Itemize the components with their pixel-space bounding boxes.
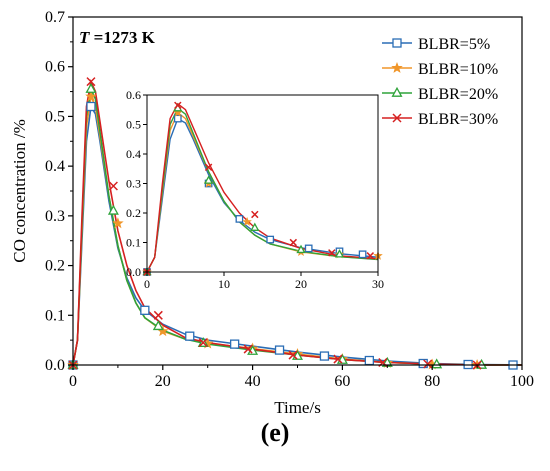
inset-y-tick-label: 0.3 xyxy=(126,177,141,191)
inset-series-4-point-6 xyxy=(328,249,336,257)
panel-label: (e) xyxy=(0,418,550,448)
inset-plot-area: 0 10 20 30 0.0 0.1 0.2 0.3 0.4 0.5 0.6 xyxy=(126,88,384,291)
legend-label: BLBR=20% xyxy=(418,86,498,103)
series-3-point-10 xyxy=(431,358,443,369)
inset-series-1-point-4 xyxy=(235,215,244,223)
y-tick-label: 0.5 xyxy=(45,108,65,125)
temperature-symbol: T xyxy=(79,28,90,47)
inset-series-4-point-4 xyxy=(251,210,259,219)
series-4-point-4 xyxy=(153,310,163,320)
inset-series-4-point-3 xyxy=(204,163,213,172)
inset-y-tick-label: 0.1 xyxy=(126,236,141,250)
series-1-point-7 xyxy=(319,351,330,361)
legend: BLBR=5% BLBR=10% BLBR=20% BLBR=30% xyxy=(382,36,498,128)
series-3-point-4 xyxy=(152,320,164,331)
y-tick-label: 0.2 xyxy=(45,258,65,275)
inset-series-1-point-6 xyxy=(304,244,313,253)
series-1-point-6 xyxy=(274,345,285,355)
temperature-value: =1273 K xyxy=(89,28,155,47)
inset-series-3-point-6 xyxy=(334,249,345,258)
series-4-point-5 xyxy=(198,338,208,348)
inset-x-tick-label: 30 xyxy=(372,277,384,291)
legend-item-3: BLBR=20% xyxy=(382,86,498,103)
temperature-annotation: T =1273 K xyxy=(79,28,156,47)
inset-x-tick-label: 20 xyxy=(295,277,307,291)
series-2-point-2 xyxy=(85,90,97,102)
inset-series-3-point-5 xyxy=(296,244,306,254)
inset-y-tick-label: 0.0 xyxy=(126,265,141,279)
legend-marker xyxy=(392,38,402,48)
legend-label: BLBR=10% xyxy=(418,61,498,78)
legend-marker xyxy=(392,113,402,123)
y-tick-label: 0.3 xyxy=(45,208,65,225)
inset-series-4-point-7 xyxy=(366,252,375,260)
x-tick-label: 20 xyxy=(155,373,171,390)
inset-series-1-point-8 xyxy=(358,250,367,259)
series-4-point-10 xyxy=(423,359,433,369)
inset-series-1-point-2 xyxy=(173,114,182,123)
y-axis-title: CO concentration /% xyxy=(10,119,29,263)
inset-y-tick-label: 0.6 xyxy=(126,88,141,102)
series-1-point-8 xyxy=(364,355,374,366)
inset-x-tick-label: 10 xyxy=(218,277,230,291)
legend-marker xyxy=(391,61,403,73)
x-tick-label: 60 xyxy=(334,373,350,390)
inset-y-tick-label: 0.4 xyxy=(126,147,141,161)
x-tick-label: 0 xyxy=(69,373,77,390)
series-4-point-3 xyxy=(108,181,118,191)
series-3-point-11 xyxy=(476,358,488,369)
y-tick-label: 0.6 xyxy=(45,59,65,76)
inset-y-tick-label: 0.5 xyxy=(126,118,141,132)
inset-series-4-point-5 xyxy=(289,238,298,247)
series-1-point-5 xyxy=(229,339,240,349)
inset-x-tick-label: 0 xyxy=(144,277,150,291)
legend-label: BLBR=30% xyxy=(418,111,498,128)
series-4-point-8 xyxy=(333,354,343,364)
x-tick-label: 80 xyxy=(424,373,440,390)
main-plot-area: 0 20 40 60 80 1000.00.10.20.30.40.50.60.7Time… xyxy=(10,9,534,417)
y-tick-label: 0.7 xyxy=(45,9,65,26)
y-tick-label: 0.0 xyxy=(45,357,65,374)
series-1-point-4 xyxy=(185,331,195,341)
series-3-point-3 xyxy=(107,204,119,215)
inset-series-2-point-4 xyxy=(242,216,252,226)
inset-series-4-point-2 xyxy=(174,101,182,110)
series-1-point-3 xyxy=(140,305,150,315)
legend-item-1: BLBR=5% xyxy=(382,36,490,53)
x-tick-label: 100 xyxy=(510,373,534,390)
legend-label: BLBR=5% xyxy=(418,36,490,53)
inset-series-1-point-5 xyxy=(266,235,275,244)
series-1-point-2 xyxy=(86,101,96,112)
x-axis-title: Time/s xyxy=(274,398,321,417)
series-3-point-2 xyxy=(85,82,97,93)
panel-label-text: (e) xyxy=(260,418,290,447)
x-tick-label: 40 xyxy=(245,373,261,390)
series-4-point-2 xyxy=(86,77,96,87)
inset-series-3-point-4 xyxy=(250,222,260,231)
inset-y-tick-label: 0.2 xyxy=(126,206,141,220)
legend-item-2: BLBR=10% xyxy=(382,61,498,78)
legend-marker xyxy=(391,86,403,97)
y-tick-label: 0.4 xyxy=(45,158,65,175)
legend-item-4: BLBR=30% xyxy=(382,111,498,128)
y-tick-label: 0.1 xyxy=(45,307,65,324)
series-4-point-6 xyxy=(243,344,253,354)
series-4-point-7 xyxy=(288,350,298,360)
series-2-point-3 xyxy=(112,217,124,229)
inset-series-3-point-3 xyxy=(203,175,214,184)
